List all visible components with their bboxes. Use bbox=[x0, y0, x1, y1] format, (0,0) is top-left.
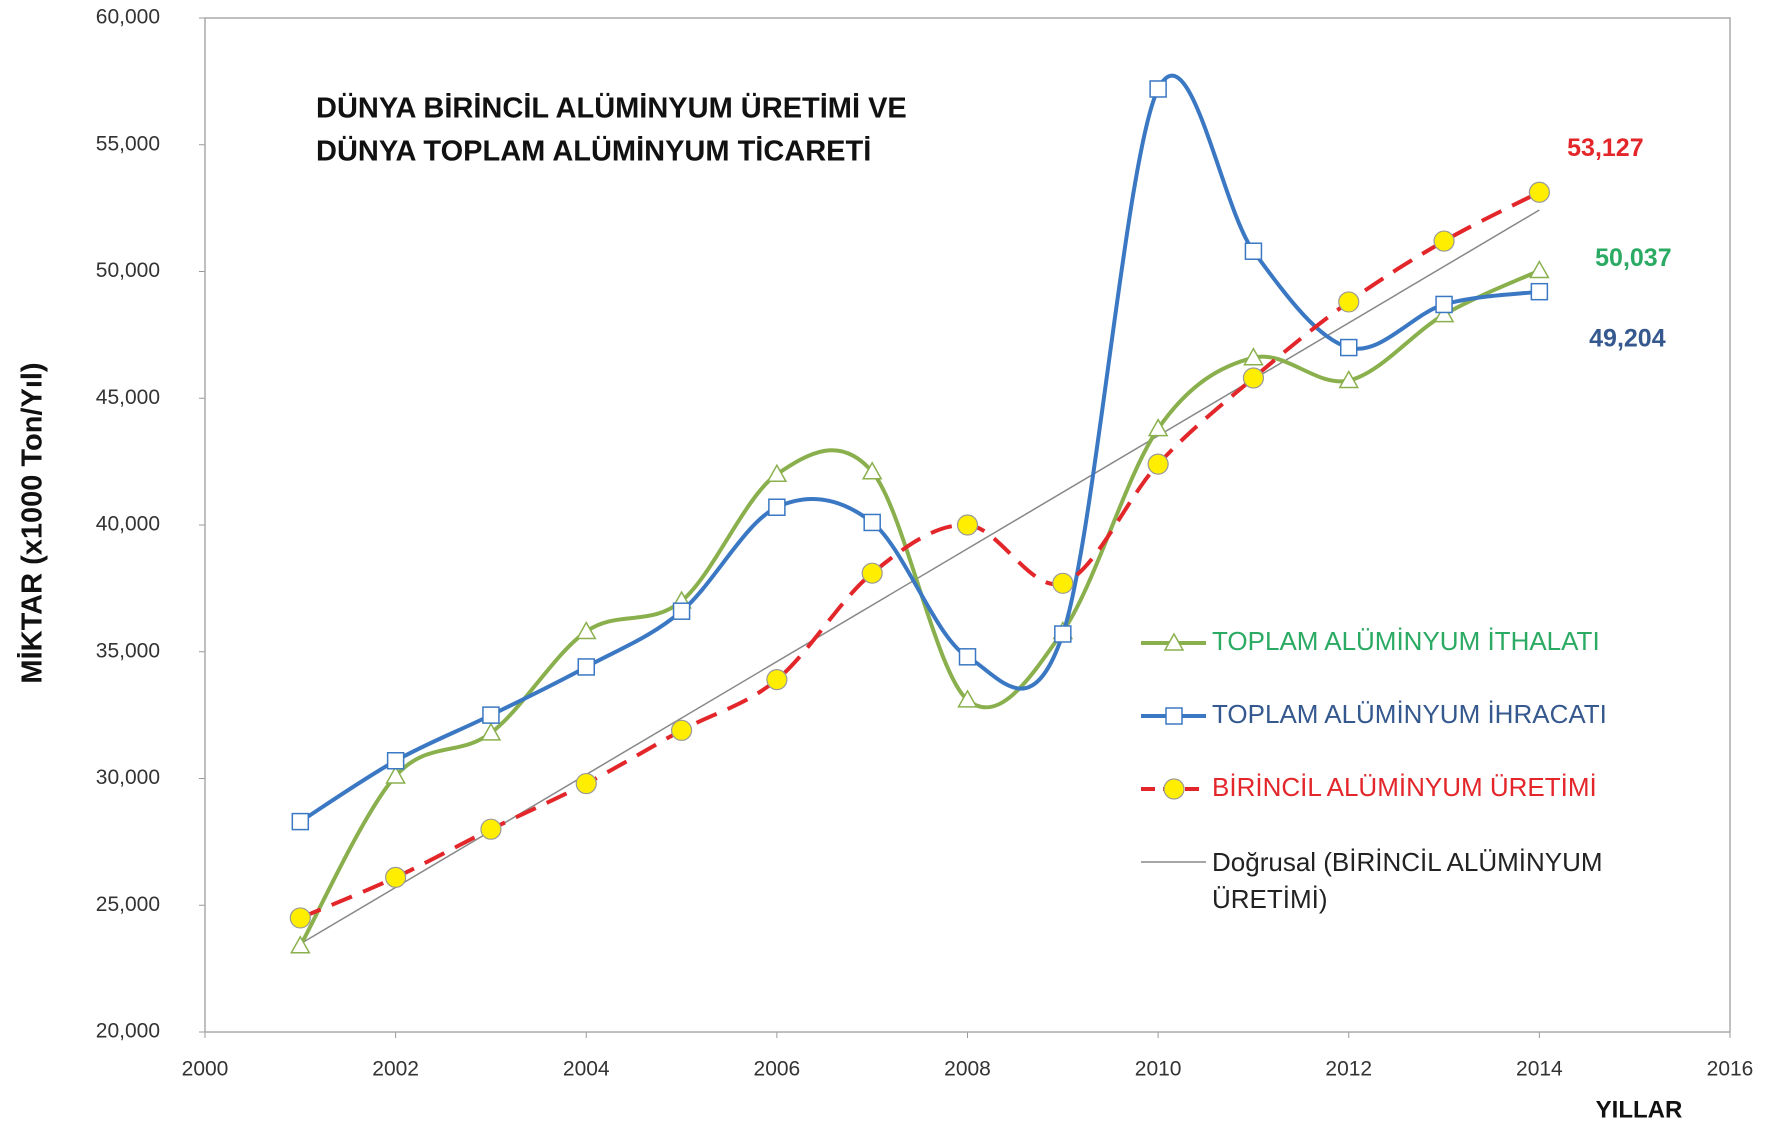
marker bbox=[1338, 369, 1360, 389]
marker bbox=[768, 498, 786, 517]
y-tick-label: 55,000 bbox=[96, 132, 160, 155]
marker bbox=[575, 620, 597, 640]
marker bbox=[1147, 418, 1169, 437]
marker bbox=[1242, 367, 1265, 389]
marker bbox=[861, 562, 883, 584]
marker bbox=[385, 765, 406, 784]
x-tick-label: 2014 bbox=[1516, 1058, 1563, 1081]
marker bbox=[958, 648, 977, 666]
chart-title: DÜNYA TOPLAM ALÜMİNYUM TİCARETİ bbox=[316, 135, 871, 168]
marker bbox=[861, 461, 883, 480]
x-tick-label: 2006 bbox=[754, 1058, 801, 1081]
marker bbox=[1435, 295, 1453, 314]
marker bbox=[957, 689, 978, 708]
series-line bbox=[299, 73, 1540, 824]
marker bbox=[386, 752, 405, 770]
y-tick-label: 30,000 bbox=[96, 766, 160, 789]
x-tick-label: 2010 bbox=[1135, 1058, 1182, 1081]
value-label: 50,037 bbox=[1595, 244, 1671, 272]
marker bbox=[289, 907, 311, 929]
marker bbox=[670, 719, 693, 741]
marker bbox=[290, 935, 311, 954]
marker bbox=[1433, 304, 1455, 323]
marker bbox=[766, 463, 788, 483]
chart-title: DÜNYA BİRİNCİL ALÜMİNYUM ÜRETİMİ VE bbox=[316, 92, 907, 125]
y-tick-label: 60,000 bbox=[96, 6, 160, 29]
x-tick-label: 2008 bbox=[944, 1058, 991, 1081]
marker bbox=[672, 602, 691, 620]
marker bbox=[1163, 778, 1185, 800]
marker bbox=[1052, 572, 1074, 594]
x-tick-label: 2012 bbox=[1325, 1058, 1372, 1081]
marker bbox=[956, 514, 979, 536]
y-tick-label: 45,000 bbox=[96, 386, 160, 409]
x-tick-label: 2016 bbox=[1707, 1058, 1754, 1081]
marker bbox=[575, 772, 597, 795]
x-tick-label: 2004 bbox=[563, 1058, 610, 1081]
marker bbox=[1338, 291, 1360, 313]
legend-label: BİRİNCİL ALÜMİNYUM ÜRETİMİ bbox=[1212, 772, 1597, 802]
marker bbox=[1528, 181, 1550, 203]
marker bbox=[766, 669, 788, 691]
y-tick-label: 50,000 bbox=[96, 259, 160, 282]
marker bbox=[1054, 625, 1072, 643]
marker bbox=[577, 658, 595, 676]
marker bbox=[1163, 632, 1185, 651]
y-tick-label: 40,000 bbox=[96, 513, 160, 536]
marker bbox=[1530, 282, 1549, 301]
marker bbox=[1340, 338, 1358, 357]
value-label: 53,127 bbox=[1567, 134, 1643, 162]
marker bbox=[1243, 347, 1264, 366]
x-tick-label: 2000 bbox=[182, 1058, 229, 1081]
marker bbox=[480, 818, 502, 840]
y-axis-label: MİKTAR (x1000 Ton/Yıl) bbox=[17, 362, 49, 683]
marker bbox=[480, 722, 502, 741]
plot-area bbox=[204, 17, 1731, 1033]
marker bbox=[385, 866, 407, 888]
x-tick-label: 2002 bbox=[372, 1058, 419, 1081]
x-axis-label: YILLAR bbox=[1596, 1096, 1683, 1123]
marker bbox=[1147, 453, 1169, 475]
marker bbox=[1149, 80, 1167, 98]
marker bbox=[1529, 260, 1550, 279]
legend-label: Doğrusal (BİRİNCİL ALÜMİNYUM ÜRETİMİ) bbox=[1212, 847, 1603, 914]
series-line bbox=[299, 190, 1541, 920]
legend-label: TOPLAM ALÜMİNYUM İTHALATI bbox=[1212, 626, 1600, 656]
trendline bbox=[299, 209, 1540, 945]
marker bbox=[291, 812, 310, 831]
marker bbox=[1165, 707, 1183, 725]
y-tick-label: 35,000 bbox=[96, 639, 160, 662]
marker bbox=[482, 706, 500, 724]
y-tick-label: 25,000 bbox=[96, 893, 160, 916]
y-tick-label: 20,000 bbox=[96, 1020, 160, 1043]
marker bbox=[863, 513, 881, 532]
marker bbox=[1433, 230, 1455, 252]
legend-label: TOPLAM ALÜMİNYUM İHRACATI bbox=[1212, 699, 1607, 729]
marker bbox=[1244, 242, 1263, 260]
value-label: 49,204 bbox=[1589, 324, 1666, 352]
